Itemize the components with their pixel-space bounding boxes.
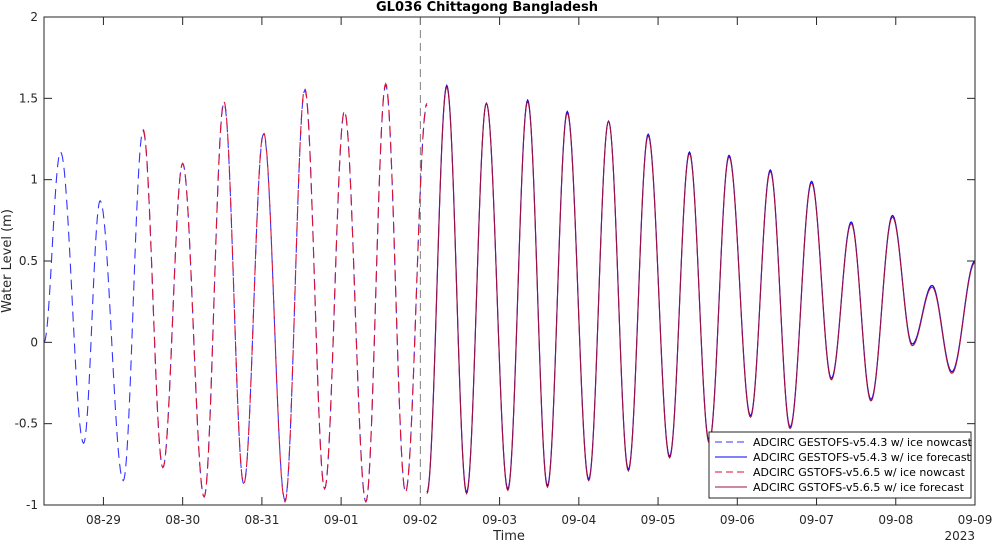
x-tick-label: 08-30	[165, 513, 200, 527]
axis-ticks: -1 -0.5 0 0.5 1 1.5 2 08-29 08-30 08-31 09-01 09-02…	[15, 10, 992, 527]
x-tick-label: 08-29	[86, 513, 121, 527]
legend-entry: ADCIRC GESTOFS-v5.4.3 w/ ice forecast	[753, 451, 972, 464]
year-label: 2023	[944, 529, 975, 541]
series-line	[142, 82, 428, 503]
x-tick-label: 09-08	[878, 513, 913, 527]
y-tick-label: -0.5	[15, 417, 38, 431]
x-tick-label: 09-04	[561, 513, 596, 527]
series-line	[426, 85, 975, 495]
y-tick-label: 1.5	[19, 91, 38, 105]
legend-box	[708, 431, 972, 499]
legend: ADCIRC GESTOFS-v5.4.3 w/ ice nowcast ADCI…	[708, 431, 973, 499]
legend-entry: ADCIRC GSTOFS-v5.6.5 w/ ice forecast	[753, 481, 965, 494]
x-tick-label: 09-01	[324, 513, 359, 527]
x-tick-label: 09-06	[720, 513, 755, 527]
y-tick-label: -1	[26, 498, 38, 512]
x-tick-label: 09-02	[403, 513, 438, 527]
series-layer	[44, 17, 975, 505]
plot-frame	[43, 16, 976, 506]
y-tick-label: 0.5	[19, 254, 38, 268]
x-axis-label: Time	[492, 529, 525, 541]
legend-entry: ADCIRC GESTOFS-v5.4.3 w/ ice nowcast	[753, 436, 973, 449]
x-tick-label: 08-31	[244, 513, 279, 527]
x-tick-label: 09-05	[641, 513, 676, 527]
y-axis-label: Water Level (m)	[0, 209, 15, 313]
x-tick-label: 09-09	[958, 513, 992, 527]
y-tick-label: 2	[30, 10, 38, 24]
legend-entry: ADCIRC GSTOFS-v5.6.5 w/ ice nowcast	[753, 466, 966, 479]
y-tick-label: 0	[30, 335, 38, 349]
x-tick-label: 09-03	[482, 513, 517, 527]
y-tick-label: 1	[30, 173, 38, 187]
x-tick-label: 09-07	[799, 513, 834, 527]
chart-title: GL036 Chittagong Bangladesh	[376, 0, 598, 15]
